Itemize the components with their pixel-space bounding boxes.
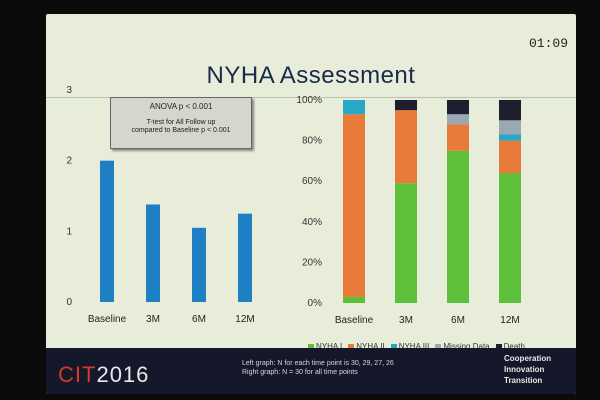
y-tick-label: 0	[66, 297, 72, 308]
legend-swatch	[348, 343, 355, 350]
legend-label: Missing Data	[443, 342, 490, 351]
stacked-bar-segment	[447, 100, 469, 115]
x-tick-label: 3M	[399, 315, 413, 326]
chart-canvas: 0 1 2 3 Baseline 3M 6M 12M 0% 20% 40% 60% 80% 100% Bas…	[66, 85, 521, 326]
legend-label: NYHA I	[316, 342, 343, 351]
slide-footer	[46, 348, 576, 394]
motto-line: Transition	[504, 376, 543, 385]
y-tick-label: 2	[66, 156, 72, 167]
legend-label: NYHA II	[356, 342, 385, 351]
legend-swatch	[495, 343, 502, 350]
footnote: Left graph: N for each time point is 30,…	[242, 359, 394, 377]
legend-item-nyha-i: NYHA I	[308, 342, 342, 351]
x-tick-label: 6M	[451, 315, 465, 326]
slide: 01:09 NYHA Assessment 0 1 2 3 Baseline 3M 6M 12…	[46, 14, 576, 394]
motto-line: Cooperation	[504, 354, 552, 363]
stacked-bar-segment	[499, 140, 521, 174]
ttest-line: T-test for All Follow up	[146, 119, 216, 126]
stacked-bar-segment	[447, 114, 469, 125]
legend-swatch	[308, 343, 314, 350]
stacked-bar-segment	[499, 100, 521, 121]
bar	[238, 213, 252, 302]
footnote-left-graph: Left graph: N for each time point is 30,…	[242, 360, 394, 367]
bar	[192, 227, 206, 302]
title-divider	[46, 97, 576, 98]
stacked-bar-segment	[343, 114, 365, 297]
x-tick-label: 3M	[146, 314, 160, 325]
anova-line: ANOVA p < 0.001	[149, 102, 213, 111]
stacked-bar-segment	[447, 150, 469, 303]
timer: 01:09	[528, 36, 568, 51]
legend-item-death: Death	[495, 342, 525, 351]
stacked-bar-segment	[343, 100, 365, 115]
legend-swatch	[390, 343, 397, 350]
y-tick-label: 0%	[308, 298, 323, 309]
ttest-result-line: compared to Baseline p < 0.001	[131, 127, 231, 134]
stacked-bar-segment	[343, 296, 365, 303]
y-tick-label: 60%	[302, 176, 322, 187]
legend-item-nyha-ii: NYHA II	[348, 342, 385, 351]
x-tick-label: 12M	[500, 315, 519, 326]
x-tick-label: Baseline	[88, 314, 127, 325]
footnote-right-graph: Right graph: N = 30 for all time points	[242, 369, 358, 376]
y-tick-label: 1	[66, 226, 72, 237]
slide-title: NYHA Assessment	[206, 62, 416, 89]
logo-prefix: CIT	[58, 362, 97, 387]
stacked-bar-segment	[395, 183, 417, 303]
stacked-bar-segment	[499, 134, 521, 141]
legend-item-nyha-iii: NYHA III	[390, 342, 430, 351]
y-tick-label: 80%	[302, 136, 322, 147]
bar	[146, 204, 160, 302]
y-tick-label: 40%	[302, 217, 322, 228]
motto-line: Innovation	[504, 365, 545, 374]
y-tick-label: 100%	[296, 95, 322, 106]
conference-logo: CIT2016	[58, 362, 149, 388]
stacked-bar-segment	[395, 100, 417, 111]
stacked-chart-legend: NYHA I NYHA II NYHA III Missing Data Dea…	[308, 342, 525, 351]
logo-year: 2016	[96, 362, 150, 387]
stacked-bar-segment	[499, 120, 521, 135]
stacked-bar-segment	[447, 124, 469, 151]
y-tick-label: 3	[66, 85, 72, 96]
x-tick-label: 12M	[235, 314, 254, 325]
legend-item-missing-data: Missing Data	[435, 342, 490, 351]
x-tick-label: 6M	[192, 314, 206, 325]
motto: Cooperation Innovation Transition	[504, 353, 551, 386]
legend-label: Death	[503, 342, 525, 351]
bar	[100, 160, 114, 302]
stacked-bar-segment	[395, 110, 417, 184]
x-tick-label: Baseline	[335, 315, 374, 326]
legend-swatch	[435, 343, 442, 350]
anova-annotation-box: ANOVA p < 0.001 T-test for All Follow up…	[110, 97, 252, 149]
legend-label: NYHA III	[398, 342, 430, 351]
stacked-bar-segment	[499, 173, 521, 303]
y-tick-label: 20%	[302, 257, 322, 268]
